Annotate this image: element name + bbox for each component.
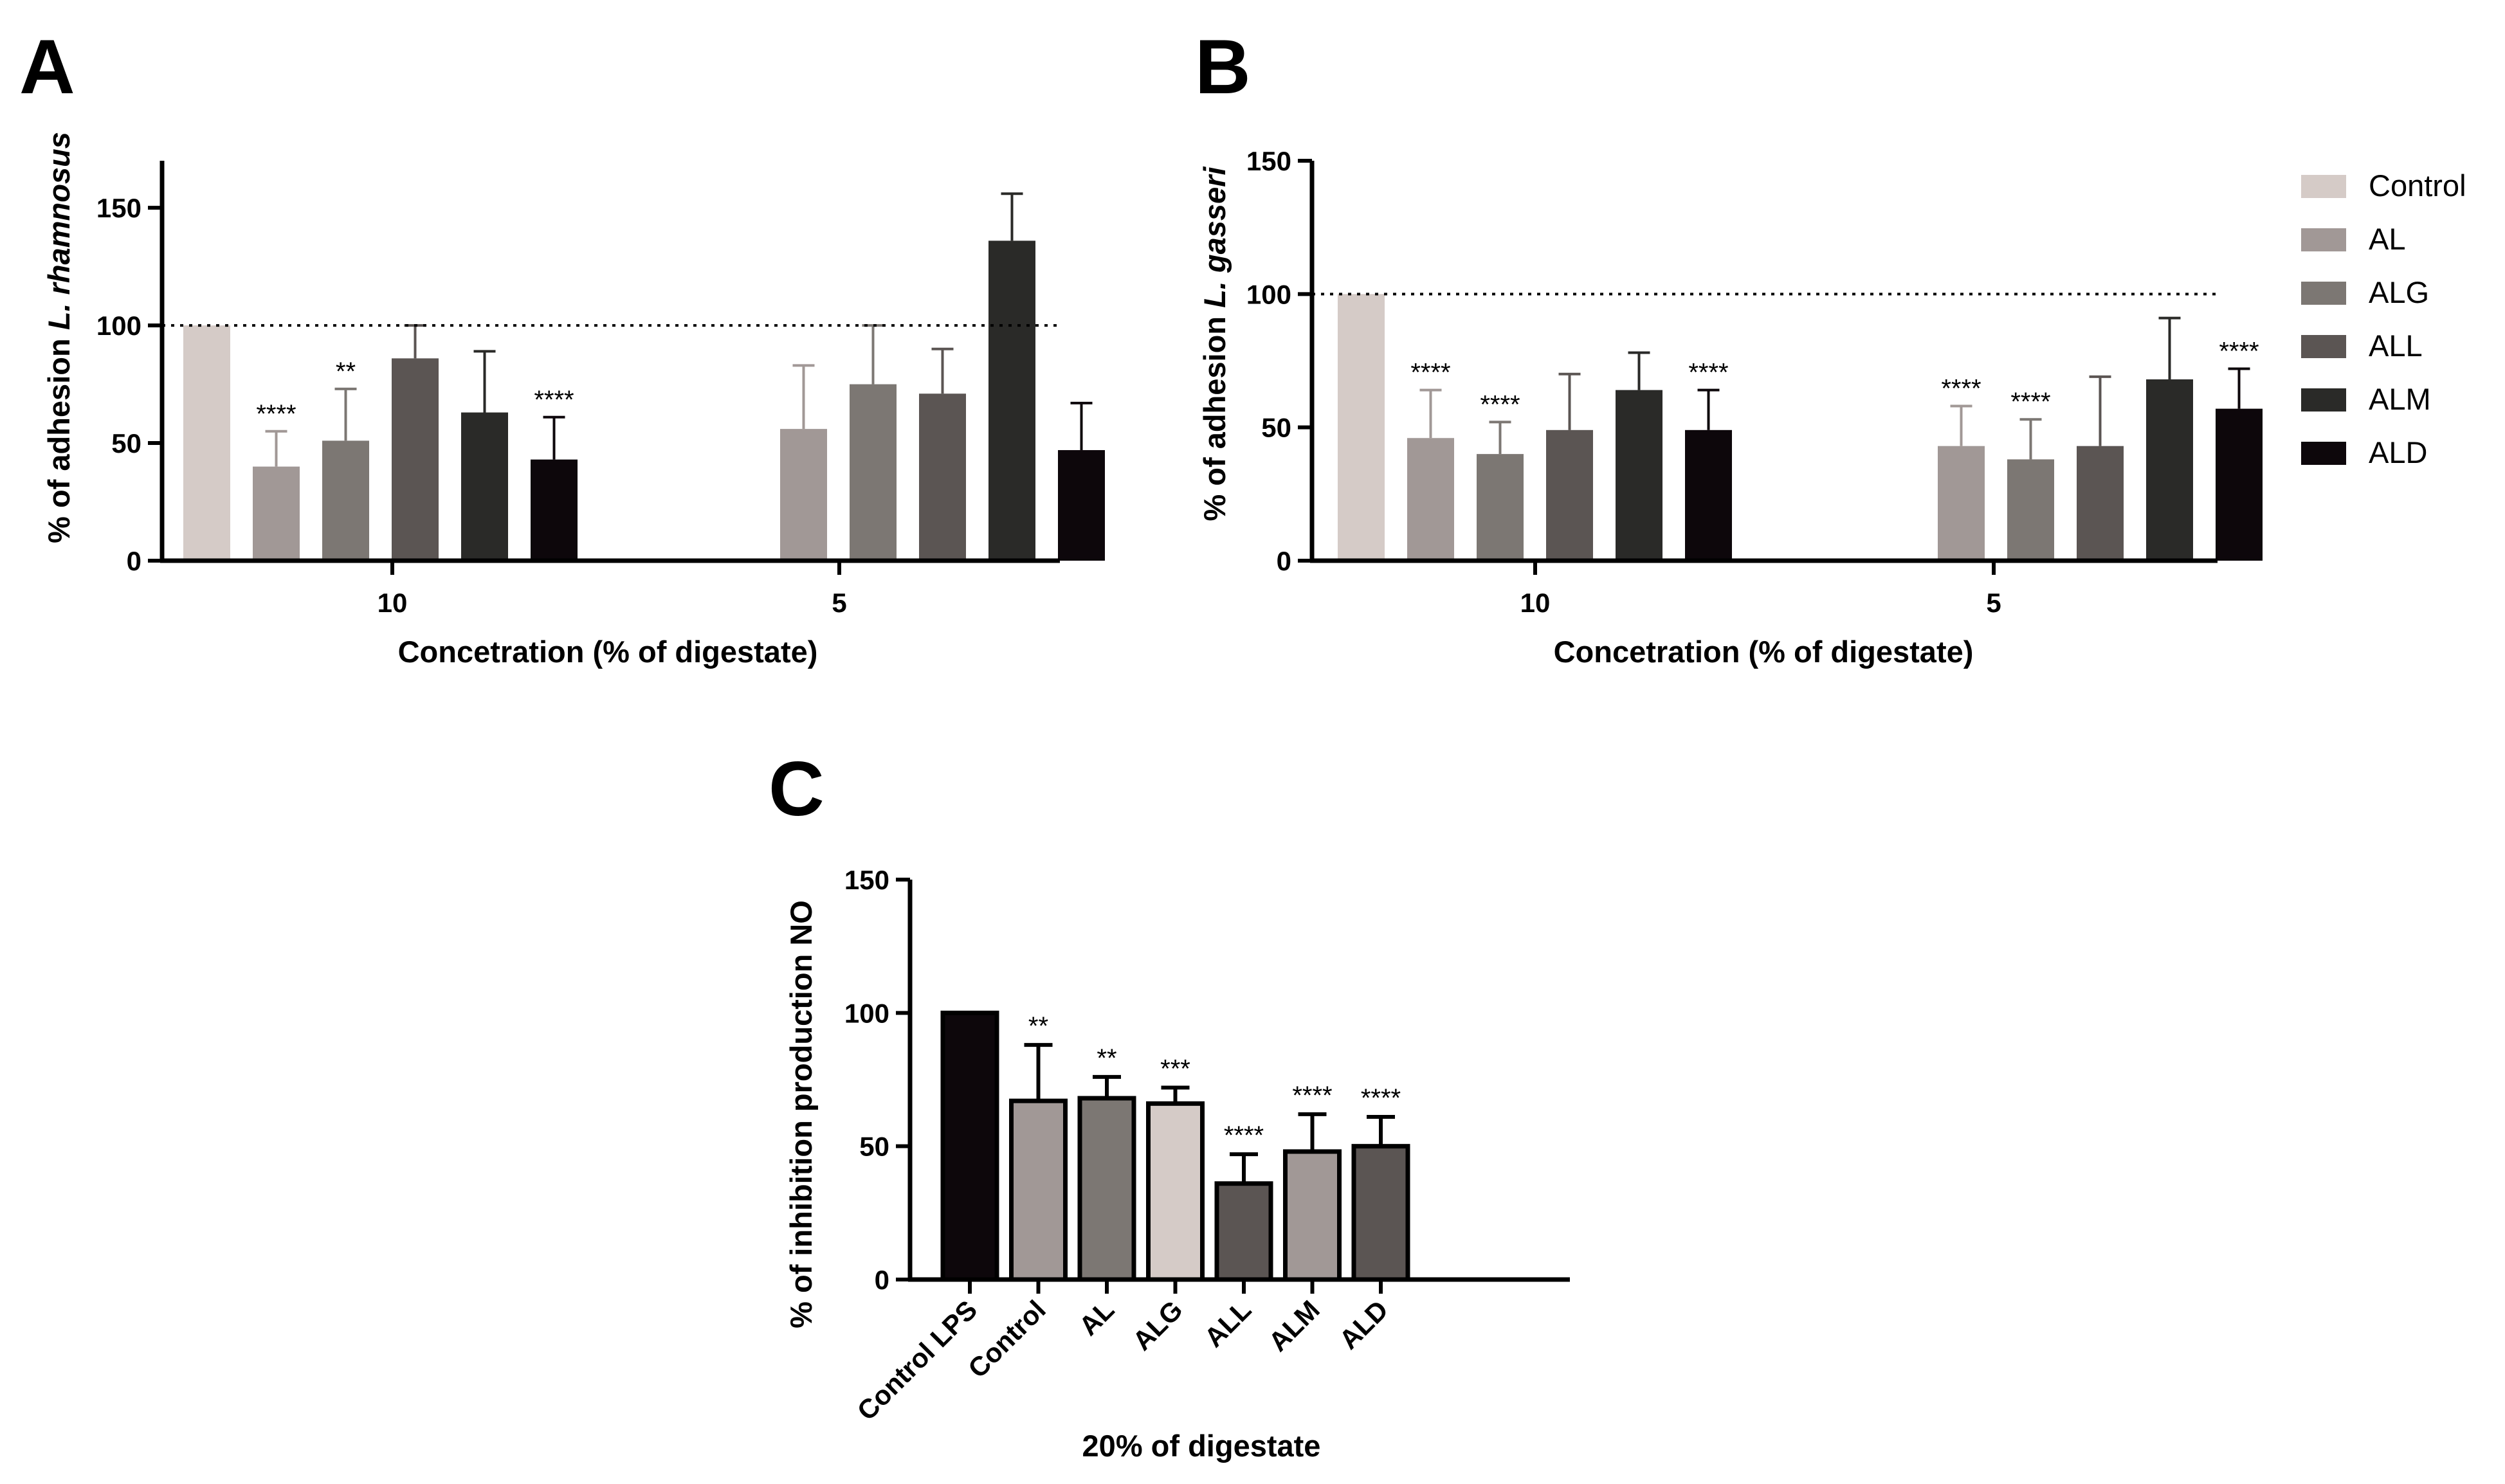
a-bar-alm-10 bbox=[461, 412, 508, 561]
a-y-tick-label-50: 50 bbox=[111, 428, 141, 458]
panel-b-x-axis-label: Concetration (% of digestate) bbox=[1554, 635, 1974, 669]
a-bar-al-10 bbox=[253, 466, 300, 561]
b-y-tick-label-150: 150 bbox=[1246, 146, 1291, 176]
b-y-tick-label-0: 0 bbox=[1277, 546, 1291, 576]
b-bar-al-10 bbox=[1407, 438, 1454, 561]
panel-a-y-axis-label-prefix: % of adhesion bbox=[42, 330, 76, 543]
legend-item-al-swatch bbox=[2301, 228, 2346, 251]
chart-panel-b: **** **** **** **** **** **** 0 50 100 150 10 5 Co… bbox=[1198, 146, 2263, 669]
a-bar-ald-10 bbox=[531, 459, 578, 561]
c-bar-all bbox=[1214, 1181, 1273, 1282]
b-bar-ald-5-significance: **** bbox=[2219, 337, 2259, 365]
panel-letter-a: A bbox=[19, 24, 75, 110]
legend-item-all-label: ALL bbox=[2369, 329, 2423, 363]
b-bar-alg-5 bbox=[2007, 459, 2054, 561]
a-bar-all-5 bbox=[919, 394, 966, 561]
b-x-tick-label-10: 10 bbox=[1520, 588, 1551, 618]
a-bar-control-10 bbox=[183, 325, 230, 561]
b-y-tick-label-50: 50 bbox=[1261, 413, 1291, 443]
c-bar-alg-significance: *** bbox=[1160, 1054, 1190, 1083]
panel-b-y-axis-label: % of adhesion L. gasseri bbox=[1198, 167, 1232, 521]
panel-a-y-axis-label-species: L. rhamnosus bbox=[42, 132, 76, 330]
legend-item-control-label: Control bbox=[2369, 168, 2466, 203]
c-bar-alm-significance: **** bbox=[1292, 1081, 1332, 1110]
panel-letter-c: C bbox=[769, 746, 824, 832]
panel-b-y-axis-label-species: L. gasseri bbox=[1198, 167, 1232, 308]
panel-b-bars bbox=[1338, 294, 2263, 561]
a-bar-alg-10-significance: ** bbox=[336, 357, 356, 386]
b-bar-control-10 bbox=[1338, 294, 1385, 561]
a-y-tick-label-150: 150 bbox=[96, 193, 141, 223]
a-bar-alm-5 bbox=[988, 240, 1035, 561]
legend-item-ald-label: ALD bbox=[2369, 435, 2427, 469]
panel-b-significance: **** **** **** **** **** **** bbox=[1410, 337, 2259, 419]
a-bar-alg-10 bbox=[322, 440, 369, 561]
b-bar-alm-5 bbox=[2146, 379, 2193, 561]
b-bar-alm-10 bbox=[1616, 390, 1662, 561]
legend-item-alg-label: ALG bbox=[2369, 275, 2429, 309]
panel-b-axes: 0 50 100 150 10 5 bbox=[1246, 146, 2218, 618]
a-x-tick-label-10: 10 bbox=[378, 588, 408, 618]
c-y-tick-label-50: 50 bbox=[859, 1132, 889, 1162]
legend-item-control-swatch bbox=[2301, 175, 2346, 198]
a-bar-ald-5 bbox=[1058, 450, 1105, 561]
legend-item-all-swatch bbox=[2301, 335, 2346, 358]
b-y-tick-label-100: 100 bbox=[1246, 279, 1291, 309]
a-bar-al-5 bbox=[780, 429, 827, 561]
legend-item-alm-label: ALM bbox=[2369, 382, 2431, 416]
panel-a-bars bbox=[183, 240, 1105, 561]
a-bar-alg-5 bbox=[850, 384, 897, 561]
legend-item-alg-swatch bbox=[2301, 282, 2346, 305]
c-bar-control-significance: ** bbox=[1028, 1012, 1048, 1040]
panel-a-axes: 0 50 100 150 10 5 bbox=[96, 161, 1060, 618]
b-bar-al-5-significance: **** bbox=[1941, 374, 1981, 403]
b-bar-ald-5 bbox=[2216, 408, 2263, 561]
c-bar-control-lps bbox=[940, 1010, 999, 1282]
panel-a-y-axis-label: % of adhesion L. rhamnosus bbox=[42, 132, 76, 543]
c-y-tick-label-150: 150 bbox=[844, 865, 889, 895]
c-y-tick-label-100: 100 bbox=[844, 998, 889, 1028]
panel-a-significance: ********** bbox=[256, 357, 574, 428]
c-bar-al bbox=[1077, 1096, 1136, 1282]
b-bar-ald-10-significance: **** bbox=[1688, 359, 1728, 387]
c-bar-all-significance: **** bbox=[1224, 1121, 1264, 1150]
c-y-tick-label-0: 0 bbox=[875, 1265, 889, 1295]
c-bar-ald-significance: **** bbox=[1361, 1084, 1401, 1112]
b-bar-al-10-significance: **** bbox=[1410, 359, 1450, 387]
panel-b-error-bars bbox=[1419, 316, 2250, 460]
a-bar-ald-10-significance: **** bbox=[534, 386, 574, 414]
legend: Control AL ALG ALL ALM ALD bbox=[2301, 168, 2466, 469]
c-bar-alg bbox=[1146, 1101, 1205, 1282]
b-bar-all-10 bbox=[1546, 430, 1593, 561]
c-bar-control bbox=[1009, 1098, 1068, 1282]
panel-c-significance: **** *********** **** bbox=[1028, 1012, 1401, 1150]
panel-a-x-axis-label: Concetration (% of digestate) bbox=[398, 635, 818, 669]
legend-item-al-label: AL bbox=[2369, 222, 2406, 256]
panel-c-error-bars bbox=[1024, 1043, 1395, 1184]
panel-letter-b: B bbox=[1195, 24, 1251, 110]
legend-item-ald-swatch bbox=[2301, 442, 2346, 465]
b-bar-alg-10 bbox=[1477, 454, 1524, 561]
b-bar-alg-10-significance: **** bbox=[1480, 390, 1520, 419]
b-bar-al-5 bbox=[1938, 446, 1985, 561]
b-bar-all-5 bbox=[2077, 446, 2124, 561]
panel-c-y-axis-label: % of inhibition production NO bbox=[784, 900, 818, 1328]
panel-b-y-axis-label-prefix: % of adhesion bbox=[1198, 308, 1232, 521]
b-bar-ald-10 bbox=[1685, 430, 1732, 561]
c-bar-al-significance: ** bbox=[1097, 1044, 1116, 1072]
c-bar-alm bbox=[1283, 1149, 1342, 1282]
b-x-tick-label-5: 5 bbox=[1986, 588, 2001, 618]
panel-c-x-axis-label: 20% of digestate bbox=[1082, 1429, 1321, 1463]
a-y-tick-label-0: 0 bbox=[127, 546, 141, 576]
legend-item-alm-swatch bbox=[2301, 388, 2346, 412]
a-y-tick-label-100: 100 bbox=[96, 311, 141, 341]
c-bar-ald bbox=[1351, 1144, 1410, 1282]
a-bar-al-10-significance: **** bbox=[256, 400, 296, 428]
panel-a-error-bars bbox=[265, 192, 1093, 467]
b-bar-alg-5-significance: **** bbox=[2010, 388, 2050, 416]
a-bar-all-10 bbox=[392, 358, 439, 561]
a-x-tick-label-5: 5 bbox=[832, 588, 846, 618]
